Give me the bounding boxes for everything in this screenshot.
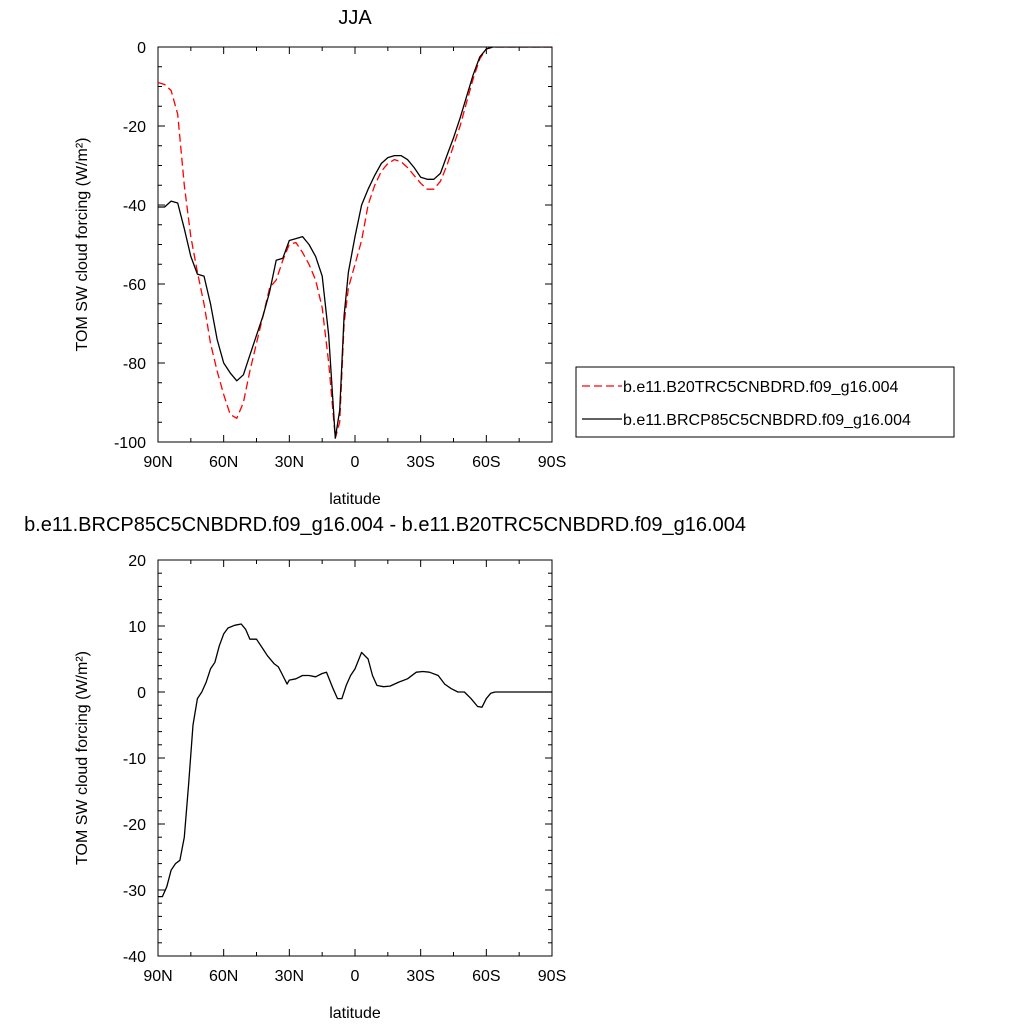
x-tick-label: 60S — [472, 968, 500, 985]
y-tick-label: -80 — [123, 356, 146, 373]
y-tick-label: 10 — [128, 619, 146, 636]
difference-chart: b.e11.BRCP85C5CNBDRD.f09_g16.004 - b.e11… — [24, 514, 746, 1022]
y-tick-label: -40 — [123, 198, 146, 215]
y-tick-label: -10 — [123, 751, 146, 768]
x-tick-label: 90N — [143, 968, 172, 985]
x-axis-label: latitude — [329, 1005, 381, 1022]
series-line-0 — [158, 623, 552, 898]
y-axis-label: TOM SW cloud forcing (W/m²) — [74, 651, 91, 865]
x-tick-label: 30S — [406, 968, 434, 985]
x-axis-label: latitude — [329, 491, 381, 508]
top-chart: JJA 90N 60N 30N 0 30S 60S 90S 0 -20 -40 -60 -80 -100 l… — [74, 7, 955, 508]
y-tick-label: -60 — [123, 277, 146, 294]
x-tick-label: 90N — [143, 454, 172, 471]
x-tick-label: 60S — [472, 454, 500, 471]
y-tick-label: -30 — [123, 883, 146, 900]
series-line-1 — [158, 47, 552, 439]
y-tick-label: -100 — [114, 435, 146, 452]
x-tick-label: 60N — [209, 968, 238, 985]
legend-label: b.e11.B20TRC5CNBDRD.f09_g16.004 — [623, 379, 899, 396]
x-tick-label: 30N — [275, 454, 304, 471]
y-tick-label: -40 — [123, 949, 146, 966]
x-tick-label: 0 — [351, 968, 360, 985]
y-tick-label: -20 — [123, 817, 146, 834]
x-tick-label: 90S — [538, 454, 566, 471]
legend-box — [575, 366, 955, 438]
x-tick-label: 0 — [351, 454, 360, 471]
y-tick-label: 20 — [128, 553, 146, 570]
series-line-0 — [158, 47, 552, 439]
x-tick-label: 60N — [209, 454, 238, 471]
x-tick-label: 30N — [275, 968, 304, 985]
plot-frame — [157, 559, 553, 957]
y-tick-label: 0 — [137, 40, 146, 57]
x-tick-label: 30S — [406, 454, 434, 471]
chart-title: JJA — [338, 7, 372, 29]
plot-frame — [157, 46, 553, 443]
x-tick-label: 90S — [538, 968, 566, 985]
chart-title: b.e11.BRCP85C5CNBDRD.f09_g16.004 - b.e11… — [24, 514, 746, 536]
y-axis-label: TOM SW cloud forcing (W/m²) — [74, 138, 91, 352]
y-tick-label: 0 — [137, 685, 146, 702]
y-tick-label: -20 — [123, 119, 146, 136]
legend-label: b.e11.BRCP85C5CNBDRD.f09_g16.004 — [623, 412, 911, 429]
